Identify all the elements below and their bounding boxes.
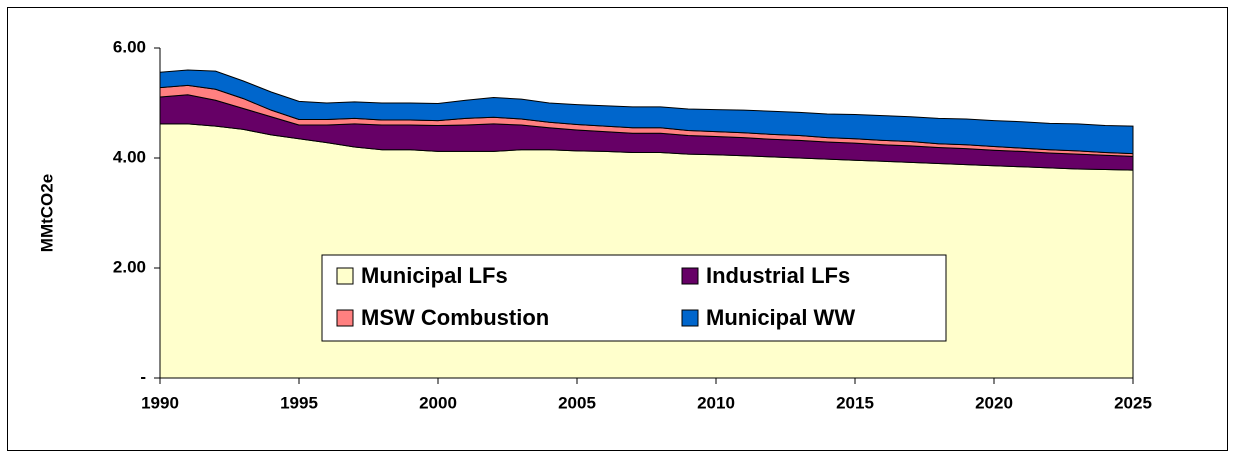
x-tick-label: 1990	[141, 393, 179, 412]
legend-swatch	[336, 309, 354, 327]
legend-label: Industrial LFs	[706, 263, 850, 288]
legend-box	[321, 254, 947, 342]
area	[159, 69, 1134, 155]
x-tick-label: 1995	[280, 393, 318, 412]
y-tick-label: 6.00	[113, 37, 146, 56]
y-axis-label: MMtCO2e	[37, 174, 56, 252]
legend-label: MSW Combustion	[361, 305, 549, 330]
x-tick-label: 2020	[975, 393, 1013, 412]
x-tick-label: 2005	[558, 393, 596, 412]
y-tick-label: 4.00	[113, 147, 146, 166]
x-tick-label: 2015	[836, 393, 874, 412]
legend-swatch	[336, 267, 354, 285]
legend-label: Municipal LFs	[361, 263, 508, 288]
legend-swatch	[681, 309, 699, 327]
x-tick-label: 2010	[697, 393, 735, 412]
y-tick-label: -	[140, 367, 146, 386]
y-tick-label: 2.00	[113, 257, 146, 276]
x-tick-label: 2025	[1114, 393, 1152, 412]
x-tick-label: 2000	[419, 393, 457, 412]
legend-label: Municipal WW	[706, 305, 855, 330]
legend-swatch	[681, 267, 699, 285]
